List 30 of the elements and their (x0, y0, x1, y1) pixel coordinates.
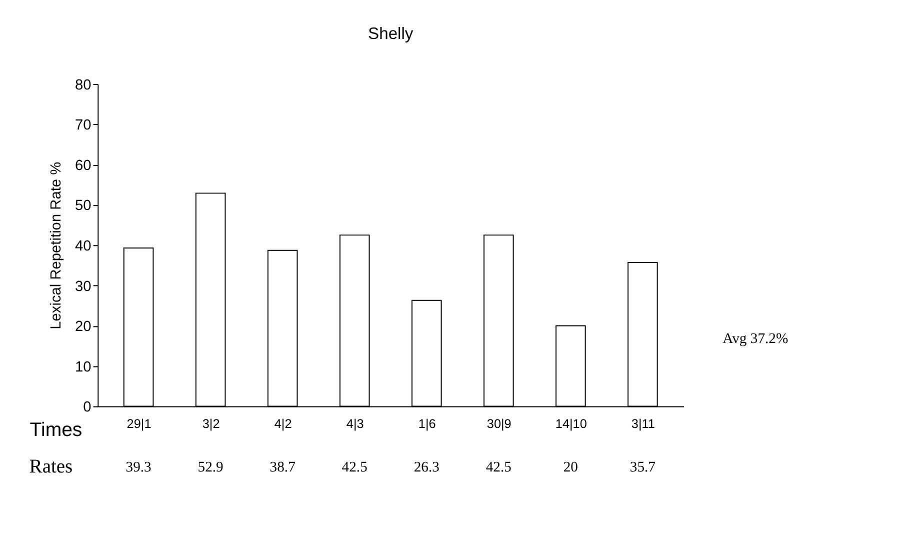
y-tick-label: 0 (83, 400, 92, 416)
x-tick-label: 29|1 (126, 417, 152, 432)
data-label: 38.7 (270, 460, 296, 476)
x-tick-label: 30|9 (486, 417, 512, 432)
data-label: 42.5 (486, 460, 512, 476)
x-tick-label: 1|6 (418, 417, 436, 432)
y-tick-label: 40 (75, 238, 92, 255)
x-tick-label: 14|10 (555, 417, 587, 432)
text: Rates (29, 456, 73, 478)
x-tick-label: 4|3 (346, 417, 364, 432)
y-tick-label: 10 (75, 359, 92, 376)
x-tick-label: 4|2 (274, 417, 292, 432)
data-label: 42.5 (342, 460, 368, 476)
data-label: 20 (563, 460, 578, 476)
y-tick-label: 30 (75, 278, 92, 295)
y-axis-title: Lexical Repetition Rate % (48, 162, 64, 330)
y-tick-label: 80 (75, 77, 92, 94)
text: Avg 37.2% (722, 330, 788, 347)
x-axis-title: Times (30, 419, 82, 442)
data-label: 26.3 (414, 460, 440, 476)
data-label: 39.3 (126, 460, 152, 476)
x-tick-label: 3|11 (631, 417, 655, 432)
data-label: 52.9 (198, 460, 224, 476)
data-label: 35.7 (630, 460, 656, 476)
y-tick-label: 20 (75, 319, 92, 336)
chart-title: Shelly (368, 24, 414, 44)
x-tick-label: 3|2 (202, 417, 220, 432)
y-tick-label: 70 (75, 118, 92, 134)
y-tick-label: 50 (75, 198, 92, 214)
y-tick-label: 60 (75, 158, 92, 174)
